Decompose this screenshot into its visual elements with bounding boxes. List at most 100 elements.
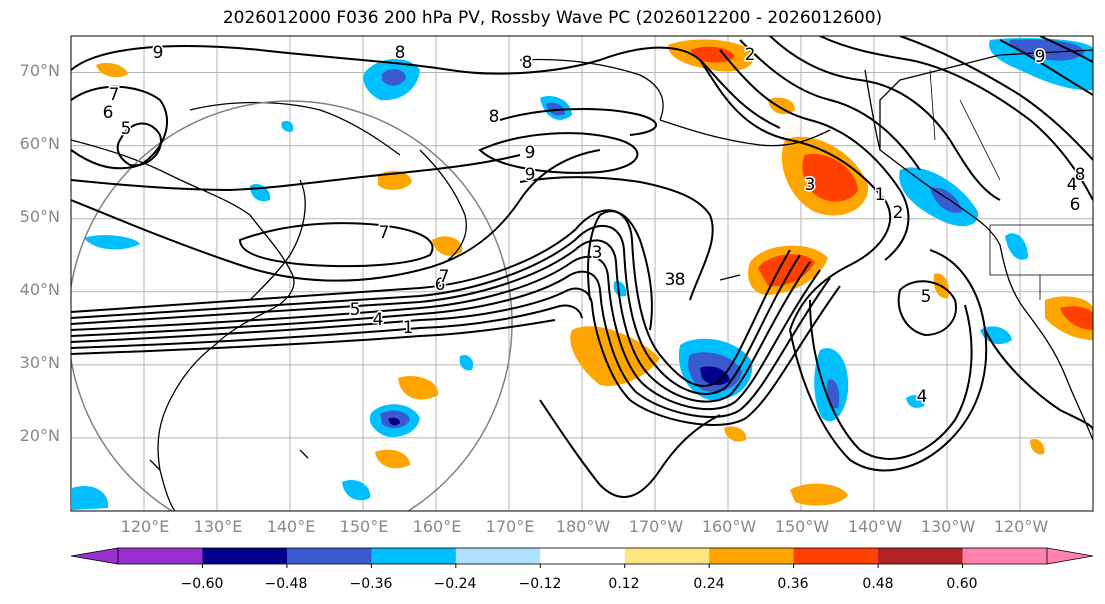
contour-label: 8: [675, 270, 686, 290]
pv-negative-region: [980, 326, 1012, 345]
contour-label: 7: [379, 223, 390, 243]
pv-positive-region: [378, 170, 412, 190]
lon-label-150w: 150°W: [774, 517, 830, 536]
colorbar-label: 0.48: [862, 576, 894, 592]
domain-circle: [71, 100, 513, 511]
contour-label: 4: [1067, 175, 1078, 195]
lon-label-180w: 180°W: [555, 517, 611, 536]
lon-label-170e: 170°E: [485, 517, 535, 536]
colorbar-label: 0.60: [946, 576, 978, 592]
contour-label: 6: [435, 275, 446, 295]
colorbar-swatch: [202, 548, 288, 564]
contour-label: 7: [439, 267, 450, 287]
pv-negative-core: [1009, 39, 1085, 61]
contour-label: 5: [350, 300, 361, 320]
colorbar-swatch: [371, 548, 457, 564]
contour-label: 9: [153, 43, 164, 63]
contour-label: 4: [373, 310, 384, 330]
colorbar-label: −0.12: [518, 576, 562, 592]
pv-negative-region: [342, 479, 371, 501]
pv-negative-region: [72, 486, 109, 510]
lon-label-120e: 120°E: [120, 517, 170, 536]
pv-contours: [71, 36, 1093, 498]
contour-label: 4: [917, 387, 928, 407]
pv-negative-core: [700, 366, 730, 386]
pv-negative-region: [84, 235, 140, 250]
contour-label: 1: [875, 185, 886, 205]
contour-label: 8: [522, 53, 533, 73]
lon-label-160e: 160°E: [412, 517, 462, 536]
pv-positive-region: [375, 449, 410, 469]
colorbar-extend-high: [1046, 547, 1094, 565]
lat-label-20n: 20°N: [19, 426, 60, 445]
contour-label: 2: [893, 203, 904, 223]
pv-positive-region: [724, 426, 747, 442]
coastlines: [71, 49, 1093, 511]
colorbar-swatch: [793, 548, 879, 564]
lat-label-50n: 50°N: [19, 207, 60, 226]
contour-label: 1: [403, 318, 414, 338]
pv-positive-region: [96, 62, 128, 78]
lon-label-150e: 150°E: [339, 517, 389, 536]
contour-label: 2: [745, 45, 756, 65]
contour-label: 5: [921, 287, 932, 307]
contour-label: 5: [121, 119, 132, 139]
contour-label: 3: [665, 270, 676, 290]
colorbar-label: −0.36: [349, 576, 393, 592]
pv-positive-region: [432, 236, 463, 256]
colorbar-swatch: [624, 548, 710, 564]
lon-label-130w: 130°W: [920, 517, 976, 536]
pv-negative-region: [613, 280, 627, 297]
colorbar-label: −0.48: [264, 576, 308, 592]
pv-positive-region: [768, 97, 795, 115]
pv-positive-core: [802, 154, 858, 202]
lat-label-70n: 70°N: [19, 61, 60, 80]
colorbar-swatch: [962, 548, 1048, 564]
colorbar-swatch: [455, 548, 541, 564]
colorbar-label: −0.60: [180, 576, 224, 592]
colorbar-swatch: [709, 548, 795, 564]
contour-label: 8: [395, 43, 406, 63]
colorbar-swatch: [286, 548, 372, 564]
colorbar-label: 0.12: [608, 576, 640, 592]
colorbar-label: 0.36: [777, 576, 809, 592]
contour-label: 7: [109, 85, 120, 105]
colorbar-extend-low: [70, 547, 119, 565]
pv-positive-region: [398, 375, 439, 400]
lon-label-130e: 130°E: [193, 517, 243, 536]
pv-positive-region: [1030, 438, 1045, 455]
contour-label: 8: [1075, 165, 1086, 185]
pv-positive-core: [1060, 306, 1093, 330]
map-title: 2026012000 F036 200 hPa PV, Rossby Wave …: [222, 8, 883, 28]
pv-positive-region: [790, 483, 848, 506]
contour-label: 6: [103, 103, 114, 123]
contour-label: 6: [1070, 195, 1081, 215]
contour-label: 9: [525, 165, 536, 185]
pv-negative-region: [1005, 233, 1028, 260]
lon-label-170w: 170°W: [628, 517, 684, 536]
colorbar-label: 0.24: [693, 576, 725, 592]
pv-negative-region: [281, 120, 294, 132]
colorbar-swatch: [118, 548, 203, 564]
lat-label-30n: 30°N: [19, 353, 60, 372]
lon-label-140e: 140°E: [266, 517, 316, 536]
lon-label-120w: 120°W: [993, 517, 1049, 536]
lon-label-160w: 160°W: [701, 517, 757, 536]
lat-label-60n: 60°N: [19, 134, 60, 153]
contour-label: 8: [489, 107, 500, 127]
colorbar-label: −0.24: [433, 576, 477, 592]
colorbar: [70, 547, 1094, 568]
lat-label-40n: 40°N: [19, 280, 60, 299]
colorbar-swatch: [540, 548, 626, 564]
pv-negative-core: [930, 187, 962, 213]
pv-positive-core: [690, 46, 735, 63]
colorbar-frame: [117, 547, 1048, 565]
contour-label: 9: [1035, 47, 1046, 67]
map-frame: [70, 35, 1094, 512]
pv-negative-region: [459, 354, 474, 371]
contour-label: 3: [592, 243, 603, 263]
pv-negative-region: [906, 395, 925, 408]
